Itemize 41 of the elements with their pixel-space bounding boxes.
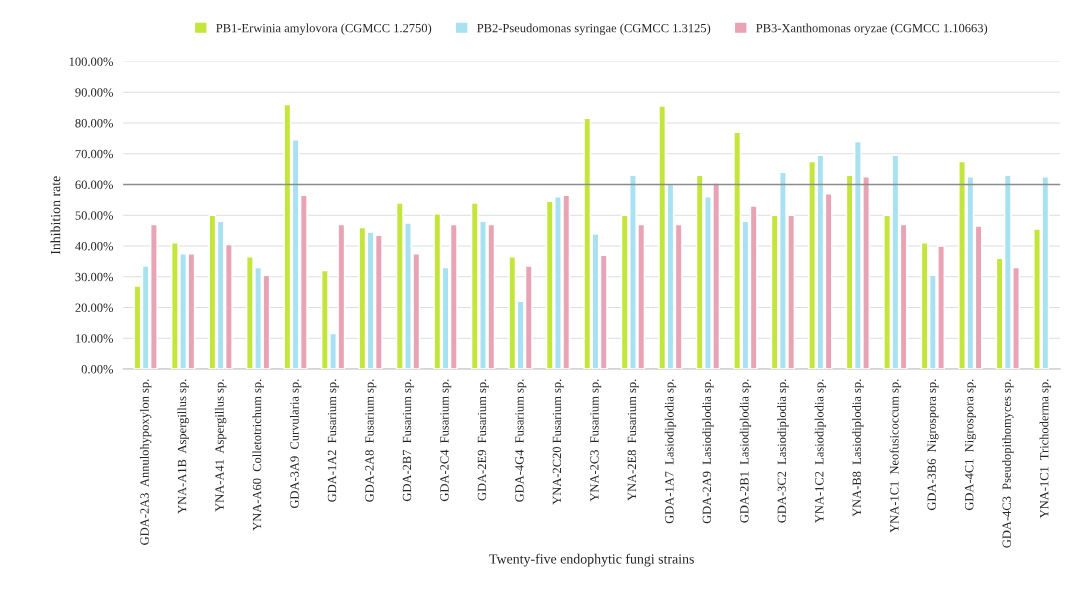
y-tick-label: 10.00% (76, 334, 114, 343)
y-tick-label: 90.00% (75, 88, 114, 97)
x-tick-label: GDA-2A8 Fusarium sp. (365, 379, 377, 502)
x-tick-label: GDA-3C2 Lasiodiplodia sp. (777, 379, 789, 523)
y-tick-label: 100.00% (69, 57, 114, 67)
x-tick-label: YNA-B8 Lasiodiplodia sp. (852, 379, 864, 517)
y-axis-title: Inhibition rate (50, 176, 61, 255)
x-tick-label: GDA-2B1 Lasiodiplodia sp. (739, 379, 752, 523)
x-tick-label: GDA-2B7 Fusarium sp. (402, 379, 414, 502)
y-tick-label: 70.00% (75, 149, 114, 159)
y-tick-label: 50.00% (75, 211, 114, 220)
x-tick-label: GDA-2C4 Fusarium sp. (440, 379, 452, 502)
y-tick-label: 20.00% (75, 303, 114, 313)
y-tick-label: 0.00% (81, 365, 114, 374)
x-tick-label: YNA-2C20 Fusarium sp. (552, 379, 564, 505)
x-tick-label: GDA-1A2 Fusarium sp. (327, 379, 339, 502)
x-axis-title: Twenty-five endophytic fungi strains (489, 553, 694, 567)
x-tick-label: YNA-1C1 Neofusicoccum sp. (889, 379, 902, 533)
x-tick-label: GDA-2A9 Lasiodiplodia sp. (702, 379, 714, 524)
legend-label: PB2-Pseudomonas syringae (CGMCC 1.3125) (477, 23, 711, 35)
x-tick-label: YNA-1C2 Lasiodiplodia sp. (814, 379, 827, 524)
y-tick-label: 80.00% (75, 119, 114, 128)
x-tick-label: YNA-2C3 Fusarium sp. (590, 379, 602, 502)
x-tick-label: GDA-2A3 Annulohypoxylon sp. (139, 379, 152, 545)
x-tick-label: YNA-1C1 Trichoderma sp. (1039, 379, 1051, 519)
x-tick-label: GDA-4C1 Nigrospora sp. (965, 379, 976, 511)
x-tick-label: GDA-3A9 Curvularia sp. (289, 379, 302, 509)
y-tick-label: 30.00% (75, 272, 114, 282)
x-tick-label: GDA-3B6 Nigrospora sp. (927, 379, 939, 511)
x-tick-label: GDA-4C3 Pseudopithomyces sp. (1002, 379, 1014, 548)
x-tick-label: YNA-A41 Aspergillus sp. (214, 379, 227, 512)
x-tick-label: YNA-2E8 Fusarium sp. (627, 379, 639, 501)
x-tick-label: GDA-4G4 Fusarium sp. (515, 379, 527, 502)
x-tick-label: GDA-1A7 Lasiodiplodia sp. (664, 379, 677, 524)
x-tick-label: YNA-A60 Colletotrichum sp. (252, 379, 264, 531)
legend-label: PB3-Xanthomonas oryzae (CGMCC 1.10663) (756, 23, 988, 35)
y-tick-label: 60.00% (75, 180, 114, 190)
legend-label: PB1-Erwinia amylovora (CGMCC 1.2750) (216, 23, 432, 35)
x-tick-label: YNA-A1B Aspergillus sp. (177, 379, 189, 514)
x-tick-label: GDA-2E9 Fusarium sp. (477, 379, 489, 501)
y-tick-label: 40.00% (75, 242, 114, 251)
